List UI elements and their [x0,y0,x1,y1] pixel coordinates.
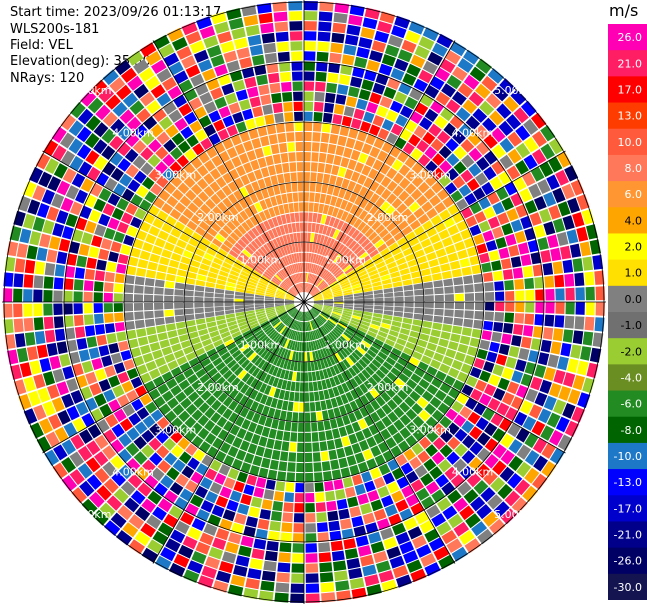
range-ring-label: 5.00km [494,508,536,521]
azimuth-spoke [303,301,566,454]
ppi-velocity-plot: 1.00km 1.00km 1.00km 1.00km 2.00km 2.00km 2.00… [2,0,606,604]
azimuth-spoke [303,150,566,303]
colorbar-swatch [608,76,647,104]
range-ring-label: 3.00km [155,423,197,436]
range-ring-label: 4.00km [112,466,154,479]
colorbar-swatch [608,364,647,392]
nrays-text: NRays: 120 [10,71,85,86]
colorbar-swatch [608,469,647,496]
azimuth-spoke [42,150,305,303]
colorbar-swatch [608,573,647,600]
colorbar-swatch [608,259,647,287]
colorbar-swatch [608,285,647,313]
range-ring-label: 3.00km [409,169,451,182]
colorbar-tick-label: -4.0 [621,371,642,384]
azimuth-spoke [42,301,305,454]
range-ring-label: 3.00km [155,169,197,182]
colorbar-unit-label: m/s [609,1,639,20]
colorbar-swatch [608,181,647,208]
range-ring-label: 4.00km [452,466,494,479]
colorbar-tick-label: -26.0 [614,555,642,568]
field-text: Field: VEL [10,38,73,53]
range-ring-label: 2.00km [367,211,409,224]
range-ring-label: 5.00km [494,84,536,97]
colorbar-swatch [608,390,647,418]
range-ring-label: 4.00km [112,126,154,139]
colorbar-tick-label: 6.0 [625,188,643,201]
elevation-text: Elevation(deg): 35.30 [10,54,151,69]
range-ring-label: 1.00km [324,254,366,267]
colorbar-tick-label: 2.0 [625,241,643,254]
colorbar-swatch [608,24,647,51]
range-ring-label: 2.00km [197,211,239,224]
colorbar-tick-label: 17.0 [618,83,643,96]
colorbar-tick-label: 4.0 [625,214,643,227]
colorbar-tick-label: -1.0 [621,319,642,332]
azimuth-spoke [303,301,456,564]
colorbar-tick-label: 13.0 [618,110,643,123]
colorbar-swatch [608,521,647,549]
colorbar-swatch [608,338,647,365]
velocity-colorbar: 26.0 21.0 17.0 13.0 10.0 8.0 6.0 4.0 2.0 1.0 0.0 -1… [608,24,647,600]
range-ring-label: 1.00km [240,254,282,267]
range-ring-label: 5.00km [70,508,112,521]
azimuth-spoke [152,40,305,303]
colorbar-tick-label: 8.0 [625,162,643,175]
start-time-text: Start time: 2023/09/26 01:13:17 [10,5,222,20]
colorbar-swatch [608,312,647,339]
colorbar-tick-label: -10.0 [614,450,642,463]
azimuth-spoke [303,40,456,303]
colorbar-swatch [608,102,647,130]
range-ring-label: 4.00km [452,126,494,139]
colorbar-tick-label: 0.0 [625,293,643,306]
colorbar-tick-label: -17.0 [614,502,642,515]
colorbar-swatch [608,495,647,522]
colorbar-tick-label: -2.0 [621,345,642,358]
range-ring-label: 5.00km [70,84,112,97]
instrument-text: WLS200s-181 [10,22,100,37]
colorbar-swatch [608,233,647,261]
range-ring-label: 2.00km [197,381,239,394]
colorbar-tick-label: -30.0 [614,581,642,594]
colorbar-swatch [608,154,647,182]
range-ring-label: 3.00km [409,423,451,436]
range-ring-label: 2.00km [367,381,409,394]
colorbar-tick-label: -6.0 [621,398,642,411]
colorbar-swatch [608,50,647,77]
colorbar-swatch [608,128,647,156]
colorbar-swatch [608,547,647,575]
colorbar-tick-label: 1.0 [625,267,643,280]
colorbar-swatch [608,207,647,234]
range-ring-label: 1.00km [324,338,366,351]
range-ring-label: 1.00km [240,338,282,351]
colorbar-tick-label: -13.0 [614,476,642,489]
azimuth-spoke [152,301,305,564]
colorbar-swatch [608,442,647,470]
colorbar-tick-label: -21.0 [614,529,642,542]
colorbar-swatch [608,416,647,444]
colorbar-tick-label: 21.0 [618,57,643,70]
ppi-range-gates [3,1,605,603]
colorbar-tick-label: 10.0 [618,136,643,149]
colorbar-tick-label: 26.0 [618,31,643,44]
colorbar-tick-label: -8.0 [621,424,642,437]
